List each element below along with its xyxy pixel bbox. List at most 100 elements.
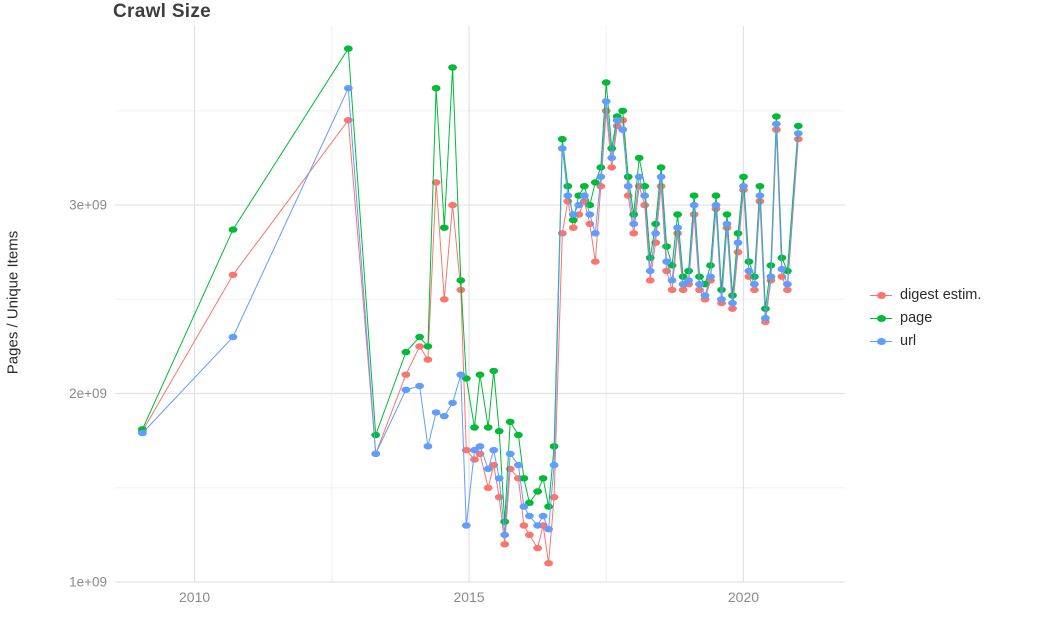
data-point: [673, 224, 682, 231]
data-point: [525, 499, 534, 506]
data-point: [228, 271, 238, 278]
data-point: [475, 371, 485, 378]
data-point: [651, 220, 660, 228]
data-point: [733, 239, 743, 246]
series-digest-estim-: [138, 107, 803, 567]
data-point: [706, 273, 715, 280]
data-point: [689, 211, 699, 218]
data-point: [371, 431, 381, 439]
data-point: [596, 183, 606, 190]
data-point: [739, 183, 748, 190]
data-point: [483, 465, 493, 473]
data-point: [439, 412, 449, 420]
data-point: [651, 239, 660, 246]
data-point: [525, 512, 534, 520]
data-point: [590, 179, 600, 186]
data-point: [700, 292, 710, 299]
data-point: [750, 281, 759, 288]
data-point: [494, 475, 504, 482]
data-point: [489, 367, 499, 375]
legend-item-page: page: [870, 309, 981, 327]
x-tick-label: 2010: [179, 589, 210, 605]
data-point: [343, 45, 353, 52]
series-line: [142, 86, 799, 535]
data-point: [607, 164, 617, 171]
data-point: [456, 371, 466, 378]
data-point: [439, 296, 449, 303]
data-point: [689, 192, 699, 199]
data-point: [667, 286, 677, 294]
data-point: [629, 220, 639, 228]
data-point: [579, 183, 589, 190]
data-point: [533, 488, 542, 495]
data-point: [629, 211, 639, 218]
data-point: [439, 224, 449, 231]
data-point: [711, 192, 721, 199]
data-point: [728, 292, 737, 299]
data-point: [590, 230, 600, 237]
series-url: [138, 85, 803, 539]
data-point: [717, 286, 726, 294]
x-tick-label: 2020: [728, 589, 759, 605]
data-point: [538, 512, 548, 520]
data-point: [500, 541, 510, 548]
data-point: [401, 348, 411, 356]
data-point: [401, 371, 411, 378]
data-point: [684, 277, 693, 284]
data-point: [761, 314, 770, 322]
data-point: [634, 173, 644, 180]
data-point: [585, 211, 595, 218]
data-point: [629, 230, 639, 237]
data-point: [483, 424, 493, 431]
data-point: [656, 173, 666, 180]
data-point: [494, 494, 504, 501]
data-point: [755, 192, 765, 199]
data-point: [489, 446, 499, 454]
data-point: [750, 286, 759, 294]
data-point: [766, 273, 776, 280]
legend-label-url: url: [900, 333, 917, 349]
data-point: [525, 531, 534, 539]
data-point: [662, 243, 671, 250]
data-point: [612, 117, 622, 124]
data-point: [228, 226, 238, 233]
data-point: [431, 179, 441, 186]
data-point: [596, 164, 606, 171]
data-point: [475, 443, 485, 450]
data-point: [623, 183, 633, 190]
data-point: [596, 173, 606, 180]
data-point: [456, 286, 466, 294]
data-point: [448, 201, 457, 209]
data-point: [744, 267, 754, 275]
data-point: [500, 531, 510, 539]
data-point: [343, 85, 353, 92]
data-point: [755, 183, 765, 190]
data-point: [640, 192, 650, 199]
data-point: [500, 518, 510, 525]
data-point: [228, 333, 238, 341]
data-point: [456, 277, 466, 284]
y-tick-label: 3e+09: [69, 198, 107, 213]
data-point: [579, 192, 589, 199]
data-point: [651, 230, 660, 237]
data-point: [618, 126, 628, 133]
data-point: [607, 154, 617, 162]
data-point: [601, 107, 611, 115]
data-point: [722, 211, 732, 218]
data-point: [590, 258, 600, 265]
data-point: [505, 418, 515, 425]
legend: digest estim. page url: [870, 286, 981, 350]
data-point: [415, 343, 424, 350]
data-point: [533, 544, 542, 552]
digest-estim-marker-icon: [870, 287, 892, 303]
data-point: [772, 120, 781, 128]
data-point: [711, 201, 721, 209]
data-point: [461, 522, 471, 529]
legend-label-page: page: [900, 310, 933, 326]
data-point: [728, 299, 737, 307]
data-point: [431, 85, 441, 92]
data-point: [423, 443, 433, 450]
data-point: [557, 135, 567, 143]
series-line: [141, 110, 799, 564]
data-point: [448, 399, 457, 407]
